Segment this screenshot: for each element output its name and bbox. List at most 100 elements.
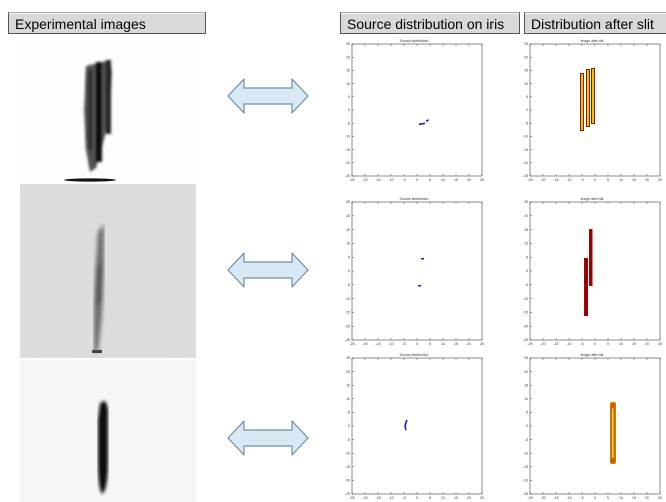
x-tick-label: -5 [402,178,405,182]
y-tick-label: -20 [345,479,350,483]
x-tick-label: 20 [645,178,649,182]
y-tick-label: 10 [346,397,350,401]
x-tick-label: 25 [658,178,662,182]
y-tick-label: 10 [524,397,528,401]
y-tick-label: -10 [345,135,350,139]
slit-bars [584,229,593,316]
y-tick-label: -25 [345,492,350,496]
plot-title: Source distribution [400,39,429,43]
y-tick-label: -25 [523,338,528,342]
x-tick-label: -15 [553,342,558,346]
x-tick-label: 5 [607,342,609,346]
experimental-image-3 [20,360,196,502]
y-tick-label: -5 [525,438,528,442]
x-tick-label: -10 [566,342,571,346]
y-tick-label: 25 [346,356,350,360]
x-tick-label: 10 [619,496,623,500]
after-slit-plot-3: image after slit 25 20 15 10 5 0 -5 -10 -15 -20 -2… [516,352,666,502]
x-tick-label: 5 [607,496,609,500]
x-tick-label: 0 [416,496,418,500]
x-tick-label: -20 [362,496,367,500]
y-tick-label: -10 [345,451,350,455]
x-tick-label: 25 [480,496,484,500]
y-tick-label: 20 [346,55,350,59]
y-tick-label: -5 [347,283,350,287]
y-tick-label: 0 [348,108,350,112]
y-tick-label: 15 [346,228,350,232]
x-tick-label: 20 [645,342,649,346]
y-tick-label: 25 [346,200,350,204]
y-tick-label: 25 [524,356,528,360]
x-tick-label: 20 [467,178,471,182]
y-tick-label: -25 [523,492,528,496]
header-source-distribution: Source distribution on iris [340,12,520,34]
y-tick-label: 0 [348,269,350,273]
plot-title: Source distribution [400,353,429,357]
y-tick-label: -10 [523,451,528,455]
plot-frame [529,201,661,341]
y-tick-label: 5 [348,255,350,259]
y-tick-label: 20 [346,370,350,374]
y-tick-label: 15 [346,69,350,73]
x-tick-label: 10 [619,342,623,346]
plot-title: image after slit [581,39,604,43]
y-tick-label: -20 [523,161,528,165]
x-tick-label: 0 [416,178,418,182]
y-tick-label: 0 [526,108,528,112]
y-tick-label: -25 [345,174,350,178]
y-tick-label: 15 [524,69,528,73]
x-tick-label: 20 [467,342,471,346]
y-tick-label: -20 [345,161,350,165]
double-headed-arrow-icon [227,252,309,288]
x-tick-label: 0 [594,342,596,346]
x-tick-label: 0 [594,496,596,500]
x-tick-label: 15 [632,178,636,182]
plot-title: image after slit [581,353,604,357]
x-tick-label: -15 [375,342,380,346]
y-tick-label: 5 [526,411,528,415]
x-tick-label: 5 [607,178,609,182]
x-tick-label: 10 [619,178,623,182]
y-tick-label: 25 [346,42,350,46]
y-tick-label: 20 [524,370,528,374]
x-tick-label: -20 [362,342,367,346]
x-tick-label: 15 [454,342,458,346]
plot-axes: 25 20 15 10 5 0 -5 -10 -15 -20 -25-25 -20 -15 -10 -5 0 5… [345,200,484,346]
x-tick-label: -25 [349,178,354,182]
double-headed-arrow-icon [227,78,309,114]
y-tick-label: 10 [524,242,528,246]
y-tick-label: -15 [345,465,350,469]
y-tick-label: 0 [526,269,528,273]
x-tick-label: 20 [467,496,471,500]
y-tick-label: -25 [345,338,350,342]
y-tick-label: -20 [523,479,528,483]
plot-axes: 25 20 15 10 5 0 -5 -10 -15 -20 -25-25 -20 -15 -10 -5 0 5… [345,356,484,500]
x-tick-label: -5 [580,496,583,500]
x-tick-label: 10 [441,178,445,182]
source-distribution-plot-3: Source distribution 25 20 15 10 5 0 -5 -10 -15 -2… [338,352,488,502]
x-tick-label: 25 [658,496,662,500]
x-tick-label: -10 [388,496,393,500]
after-slit-plot-1: image after slit 25 20 15 10 5 0 -5 -10 -15 -20 -2… [516,38,666,184]
x-tick-label: 15 [454,496,458,500]
plot-axes: 25 20 15 10 5 0 -5 -10 -15 -20 -25-25 -20 -15 -10 -5 0 5… [345,42,484,182]
y-tick-label: -10 [523,297,528,301]
plot-axes: 25 20 15 10 5 0 -5 -10 -15 -20 -25-25 -20 -15 -10 -5 0 5… [523,200,662,346]
x-tick-label: 0 [594,178,596,182]
x-tick-label: 15 [632,496,636,500]
x-tick-label: 25 [658,342,662,346]
x-tick-label: -10 [566,178,571,182]
experimental-image-2 [20,184,196,358]
y-tick-label: -15 [523,465,528,469]
x-tick-label: 20 [645,496,649,500]
x-tick-label: 15 [632,342,636,346]
x-tick-label: 10 [441,342,445,346]
x-tick-label: 5 [429,342,431,346]
plot-axes: 25 20 15 10 5 0 -5 -10 -15 -20 -25-25 -20 -15 -10 -5 0 5… [523,42,662,182]
y-tick-label: 20 [524,214,528,218]
y-tick-label: 0 [348,424,350,428]
x-tick-label: -10 [566,496,571,500]
y-tick-label: -5 [347,121,350,125]
y-tick-label: -25 [523,174,528,178]
y-tick-label: 15 [524,228,528,232]
